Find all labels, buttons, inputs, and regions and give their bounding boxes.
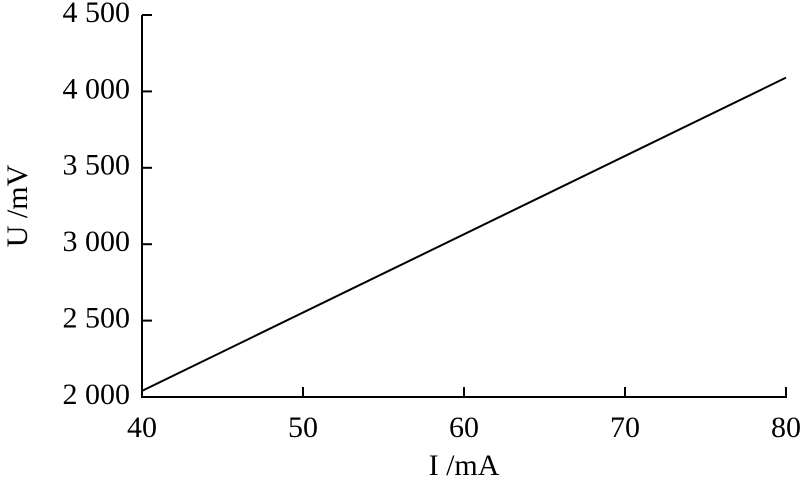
y-tick-label: 2 000 (63, 378, 131, 411)
x-tick-label: 80 (771, 411, 801, 444)
y-tick-label: 4 000 (63, 72, 131, 105)
x-axis-label: I /mA (429, 449, 500, 482)
y-tick-label: 4 500 (63, 0, 131, 29)
x-tick-label: 60 (449, 411, 479, 444)
data-line (141, 76, 787, 392)
x-tick-label: 40 (127, 411, 157, 444)
y-tick-label: 2 500 (63, 301, 131, 334)
y-tick-label: 3 000 (63, 225, 131, 258)
x-tick-label: 70 (610, 411, 640, 444)
y-axis-label: U /mV (1, 164, 34, 247)
y-tick-label: 3 500 (63, 149, 131, 182)
x-tick-label: 50 (288, 411, 318, 444)
